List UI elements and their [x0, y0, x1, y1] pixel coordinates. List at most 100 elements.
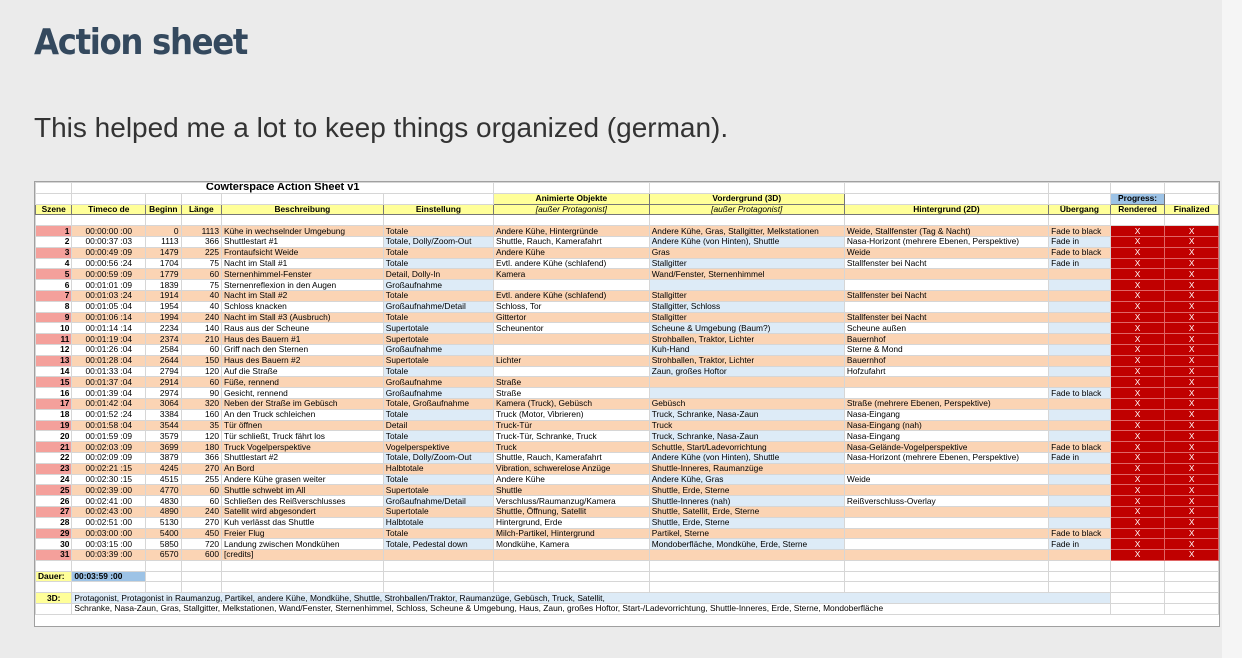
- timecode-cell: 00:01:01 :09: [71, 279, 147, 291]
- hintergrund-cell: [843, 376, 1050, 389]
- finalized-cell: X: [1164, 257, 1219, 270]
- uebergang-cell: [1048, 311, 1111, 324]
- header-vordergrund: Vordergrund (3D): [648, 192, 845, 205]
- beschreibung-cell: Satellit wird abgesondert: [221, 505, 384, 518]
- animierte-cell: Shuttle, Öffnung, Satellit: [493, 505, 650, 518]
- sheet-spacer-row: [35, 581, 1219, 594]
- beginn-cell: 6570: [145, 549, 182, 561]
- beginn-cell: 1113: [145, 235, 182, 248]
- animierte-cell: Hintergrund, Erde: [493, 516, 650, 529]
- uebergang-cell: [1048, 495, 1111, 507]
- scene-number: 12: [35, 343, 73, 356]
- beschreibung-cell: Schloss knacken: [221, 300, 384, 313]
- hintergrund-cell: Weide, Stallfenster (Tag & Nacht): [843, 225, 1050, 237]
- rendered-cell: X: [1109, 549, 1166, 561]
- uebergang-cell: [1048, 300, 1111, 313]
- finalized-cell: X: [1164, 408, 1219, 421]
- finalized-cell: X: [1164, 246, 1219, 259]
- scene-number: 25: [35, 484, 73, 497]
- table-row: 5 00:00:59 :09 1779 60 Sternenhimmel-Fenster…: [35, 268, 1219, 281]
- beschreibung-cell: Kühe in wechselnder Umgebung: [221, 225, 384, 237]
- uebergang-cell: [1048, 430, 1111, 443]
- animierte-cell: Schloss, Tor: [493, 300, 650, 313]
- scene-number: 16: [35, 387, 73, 399]
- scene-number: 30: [35, 538, 73, 551]
- table-row: 14 00:01:33 :04 2794 120 Auf die Straße Total…: [35, 365, 1219, 378]
- einstellung-cell: Detail, Dolly-In: [382, 268, 495, 281]
- vordergrund-cell: Shuttle, Erde, Sterne: [648, 484, 845, 497]
- scene-number: 5: [35, 268, 73, 281]
- table-row: 19 00:01:58 :04 3544 35 Tür öffnen Detail Truc…: [35, 419, 1219, 432]
- beginn-cell: 2234: [145, 322, 182, 335]
- finalized-cell: X: [1164, 430, 1219, 443]
- vordergrund-cell: Gebüsch: [648, 397, 845, 410]
- beginn-cell: 1704: [145, 257, 182, 270]
- header-rendered: Rendered: [1109, 203, 1166, 216]
- scene-number: 28: [35, 516, 73, 529]
- laenge-cell: 210: [180, 333, 223, 345]
- hintergrund-cell: [843, 516, 1050, 529]
- beginn-cell: 4245: [145, 462, 182, 475]
- einstellung-cell: Großaufnahme: [382, 376, 495, 389]
- uebergang-cell: Fade to black: [1048, 387, 1111, 399]
- sheet-title-row: Cowterspace Action Sheet v1: [35, 182, 1219, 194]
- beschreibung-cell: Shuttlestart #2: [221, 451, 384, 464]
- beschreibung-cell: Truck Vogelperspektive: [221, 441, 384, 453]
- einstellung-cell: Totale, Pedestal down: [382, 538, 495, 551]
- beschreibung-cell: Sternenhimmel-Fenster: [221, 268, 384, 281]
- finalized-cell: X: [1164, 311, 1219, 324]
- hintergrund-cell: [843, 538, 1050, 551]
- beginn-cell: 3579: [145, 430, 182, 443]
- beginn-cell: 4770: [145, 484, 182, 497]
- timecode-cell: 00:01:03 :24: [71, 289, 147, 302]
- uebergang-cell: [1048, 516, 1111, 529]
- beginn-cell: 2644: [145, 354, 182, 367]
- beschreibung-cell: Landung zwischen Mondkühen: [221, 538, 384, 551]
- hintergrund-cell: [843, 549, 1050, 561]
- table-row: 13 00:01:28 :04 2644 150 Haus des Bauern #2 S…: [35, 354, 1219, 367]
- beginn-cell: 5130: [145, 516, 182, 529]
- laenge-cell: 1113: [180, 225, 223, 237]
- einstellung-cell: Supertotale: [382, 354, 495, 367]
- table-row: 22 00:02:09 :09 3879 366 Shuttlestart #2 Tota…: [35, 451, 1219, 464]
- rendered-cell: X: [1109, 387, 1166, 399]
- hintergrund-cell: Scheune außen: [843, 322, 1050, 335]
- laenge-cell: 255: [180, 473, 223, 486]
- beginn-cell: 2914: [145, 376, 182, 389]
- vordergrund-cell: Strohballen, Traktor, Lichter: [648, 333, 845, 345]
- timecode-cell: 00:00:00 :00: [71, 225, 147, 237]
- finalized-cell: X: [1164, 527, 1219, 540]
- uebergang-cell: [1048, 505, 1111, 518]
- uebergang-cell: Fade in: [1048, 451, 1111, 464]
- vordergrund-cell: Stallgitter: [648, 311, 845, 324]
- finalized-cell: X: [1164, 343, 1219, 356]
- beschreibung-cell: Schließen des Reißverschlusses: [221, 495, 384, 507]
- finalized-cell: X: [1164, 225, 1219, 237]
- timecode-cell: 00:03:15 :00: [71, 538, 147, 551]
- uebergang-cell: [1048, 473, 1111, 486]
- beschreibung-cell: Kuh verlässt das Shuttle: [221, 516, 384, 529]
- hintergrund-cell: Nasa-Eingang (nah): [843, 419, 1050, 432]
- hintergrund-cell: [843, 387, 1050, 399]
- einstellung-cell: Totale: [382, 257, 495, 270]
- scene-number: 29: [35, 527, 73, 540]
- timecode-cell: 00:02:21 :15: [71, 462, 147, 475]
- hintergrund-cell: [843, 505, 1050, 518]
- table-row: 2 00:00:37 :03 1113 366 Shuttlestart #1 Total…: [35, 235, 1219, 248]
- scene-number: 23: [35, 462, 73, 475]
- vordergrund-cell: Andere Kühe (von Hinten), Shuttle: [648, 451, 845, 464]
- beginn-cell: 1779: [145, 268, 182, 281]
- einstellung-cell: Totale: [382, 527, 495, 540]
- timecode-cell: 00:02:51 :00: [71, 516, 147, 529]
- uebergang-cell: [1048, 419, 1111, 432]
- page-right-strip: [1222, 0, 1242, 658]
- threed-label: 3D:: [35, 592, 73, 605]
- laenge-cell: 60: [180, 343, 223, 356]
- laenge-cell: 366: [180, 451, 223, 464]
- beginn-cell: 2794: [145, 365, 182, 378]
- beginn-cell: 1839: [145, 279, 182, 291]
- scene-number: 19: [35, 419, 73, 432]
- beginn-cell: 4830: [145, 495, 182, 507]
- beschreibung-cell: An Bord: [221, 462, 384, 475]
- rendered-cell: X: [1109, 311, 1166, 324]
